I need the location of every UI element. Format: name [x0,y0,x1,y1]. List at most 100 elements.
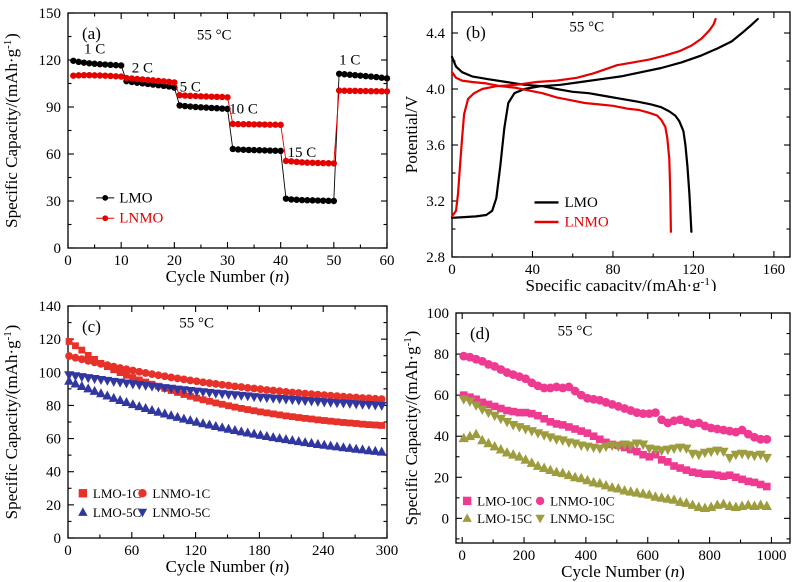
svg-text:600: 600 [636,548,659,564]
svg-text:160: 160 [763,262,786,278]
svg-text:20: 20 [434,470,449,486]
annotation: 10 C [229,101,258,117]
svg-text:120: 120 [184,543,207,559]
svg-text:0: 0 [448,262,456,278]
series-LNMO-1C [65,352,386,404]
annotation: 2 C [132,61,153,77]
svg-text:0: 0 [458,548,466,564]
y-axis-label: Specific Capacity/(mAh·g-1 ) [2,325,21,520]
legend-label: LNMO [119,211,163,227]
y-axis-label: Specific Capacity/(mAh·g-1 ) [402,331,421,526]
svg-text:2.8: 2.8 [426,250,445,266]
svg-text:40: 40 [46,465,61,481]
annotation: 5 C [180,79,201,95]
legend-label: LNMO-15C [550,511,614,526]
series-LMO-charge [450,17,759,219]
legend: LMO-1C LNMO-1C LMO-5C LNMO-5C [78,486,210,520]
legend-label: LMO-10C [477,493,532,508]
chart-c-cycling-1c-5c: 0 60 120 180 240 300 0 20 40 60 80 100 120 140 Cycle N… [2,299,398,576]
legend-label: LMO-1C [93,486,141,501]
series-LNMO-discharge [450,71,672,233]
annotation: 1 C [84,42,105,58]
legend-label: LMO [119,190,153,206]
legend-label: LMO [564,195,598,211]
svg-text:3.2: 3.2 [426,194,445,210]
svg-text:300: 300 [376,543,399,559]
legend: LMO LNMO [534,195,609,231]
annotation: 55 °C [558,324,593,340]
svg-text:90: 90 [46,100,61,116]
x-tick-labels: 0 10 20 30 40 50 60 [64,253,394,269]
series-LMO-5C [64,375,387,456]
x-axis-label: Cycle Number (n) [166,267,290,286]
axes-frame [451,11,791,258]
series-LNMO [70,71,391,167]
svg-text:0: 0 [64,543,72,559]
panel-tag: (a) [82,24,101,43]
panel-tag: (d) [470,324,490,343]
series-LMO-15C [458,428,772,512]
x-axis-label: Specific capacity/(mAh·g-1 ) [526,276,717,291]
annotation: 15 C [288,145,317,161]
svg-text:60: 60 [124,543,139,559]
svg-text:60: 60 [46,432,61,448]
series-LMO-discharge [450,55,693,233]
series-LNMO-10C [459,351,772,444]
svg-text:3.6: 3.6 [426,138,445,154]
panel-tag: (c) [82,317,101,336]
svg-text:40: 40 [434,429,449,445]
svg-text:0: 0 [54,531,62,547]
svg-text:120: 120 [39,53,62,69]
svg-text:150: 150 [39,6,62,22]
annotation: 55 °C [197,28,232,44]
svg-text:0: 0 [54,241,62,257]
svg-text:120: 120 [682,262,705,278]
svg-text:800: 800 [698,548,721,564]
legend-label: LMO-15C [477,511,532,526]
x-tick-labels: 0 60 120 180 240 300 [64,543,398,559]
svg-text:30: 30 [220,253,235,269]
svg-text:50: 50 [326,253,341,269]
chart-d-cycling-10c-15c: 0 200 400 600 800 1000 0 20 40 60 80 100 Cycle Numbe… [402,306,791,581]
svg-text:4.4: 4.4 [426,26,445,42]
legend-label: LNMO-10C [550,493,614,508]
svg-text:80: 80 [605,262,620,278]
svg-text:0: 0 [442,511,450,527]
svg-text:4.0: 4.0 [426,82,445,98]
legend-label: LNMO-5C [152,505,210,520]
series-LNMO-5C [64,371,387,411]
x-axis-label: Cycle Number (n) [561,562,685,581]
y-tick-labels: 0 20 40 60 80 100 [427,306,450,527]
legend-label: LNMO [564,215,608,231]
y-axis-label: Specific Capacity/(mAh·g-1 ) [2,33,21,228]
svg-text:180: 180 [248,543,271,559]
x-axis-label: Cycle Number (n) [166,557,290,576]
x-tick-labels: 0 200 400 600 800 1000 [458,548,786,564]
chart-b-charge-discharge-curves: 0 40 80 120 160 2.8 3.2 3.6 4.0 4.4 Specific capac… [402,11,791,291]
svg-text:60: 60 [380,253,395,269]
series-LMO [70,57,391,205]
svg-text:40: 40 [273,253,288,269]
annotation: 55 °C [569,20,604,36]
axis-ticks [456,312,790,543]
legend: LMO-10C LNMO-10C LMO-15C LNMO-15C [462,493,614,526]
legend-label: LMO-5C [93,505,141,520]
svg-text:100: 100 [427,306,450,322]
svg-text:10: 10 [114,253,129,269]
svg-text:60: 60 [46,147,61,163]
y-tick-labels: 2.8 3.2 3.6 4.0 4.4 [426,26,445,266]
annotation: 1 C [339,53,360,69]
y-tick-labels: 0 30 60 90 120 150 [39,6,62,257]
series-LMO-10C [459,391,771,491]
svg-text:400: 400 [575,548,598,564]
legend-label: LNMO-1C [152,486,210,501]
svg-text:30: 30 [46,194,61,210]
svg-text:120: 120 [39,332,62,348]
svg-text:1000: 1000 [756,548,786,564]
axis-ticks [451,12,790,258]
svg-text:40: 40 [525,262,540,278]
svg-text:60: 60 [434,388,449,404]
svg-text:20: 20 [167,253,182,269]
chart-a-rate-capability: 0 10 20 30 40 50 60 0 30 60 90 120 150 Cycle Number (… [2,6,395,286]
